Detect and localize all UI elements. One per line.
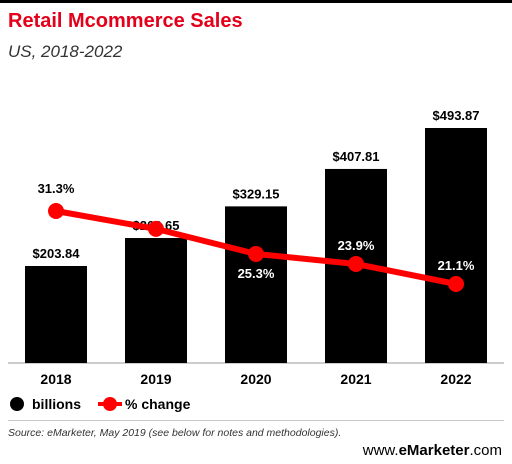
bar-label-2022: $493.87 <box>433 108 480 123</box>
line-point-2021 <box>348 255 364 272</box>
line-point-2018 <box>48 203 64 219</box>
line-label-2022: 21.1% <box>438 258 475 273</box>
line-point-2020 <box>248 245 264 262</box>
line-label-2021: 23.9% <box>338 238 375 253</box>
brand-name: eMarketer <box>398 442 470 459</box>
line-label-2018: 31.3% <box>38 181 75 196</box>
circle-icon <box>10 397 24 411</box>
bar-label-2018: $203.84 <box>33 246 81 261</box>
legend-item-billions: billions <box>10 396 81 412</box>
line-label-2020: 25.3% <box>238 266 275 281</box>
top-rule <box>0 0 512 3</box>
x-tick-2019: 2019 <box>140 371 171 387</box>
legend-item-change: % change <box>98 396 191 412</box>
brand-logo: www.eMarketer.com <box>363 442 502 459</box>
legend-label-change: % change <box>125 396 191 412</box>
footer-divider <box>8 420 504 421</box>
bar-2020 <box>225 206 287 363</box>
line-point-2022 <box>448 276 464 292</box>
chart-title: Retail Mcommerce Sales <box>8 10 243 32</box>
x-tick-2018: 2018 <box>40 371 71 387</box>
source-note: Source: eMarketer, May 2019 (see below f… <box>8 427 342 439</box>
x-tick-2021: 2021 <box>340 371 371 387</box>
legend: billions % change <box>10 396 212 412</box>
x-tick-2020: 2020 <box>240 371 271 387</box>
x-tick-2022: 2022 <box>440 371 471 387</box>
bar-2022 <box>425 128 487 363</box>
legend-label-billions: billions <box>32 396 81 412</box>
bar-label-2020: $329.15 <box>233 186 280 201</box>
line-point-2019 <box>148 220 164 237</box>
line-dot-icon <box>98 397 122 411</box>
bar-2018 <box>25 266 87 363</box>
chart-plot: $203.842018$262.652019$329.152020$407.81… <box>8 108 504 387</box>
bar-label-2021: $407.81 <box>333 149 380 164</box>
chart-subtitle: US, 2018-2022 <box>8 42 123 61</box>
brand-suffix: .com <box>469 442 502 459</box>
brand-prefix: www. <box>362 442 399 459</box>
line-label-2019: 28.8% <box>138 199 175 214</box>
bar-2019 <box>125 238 187 363</box>
